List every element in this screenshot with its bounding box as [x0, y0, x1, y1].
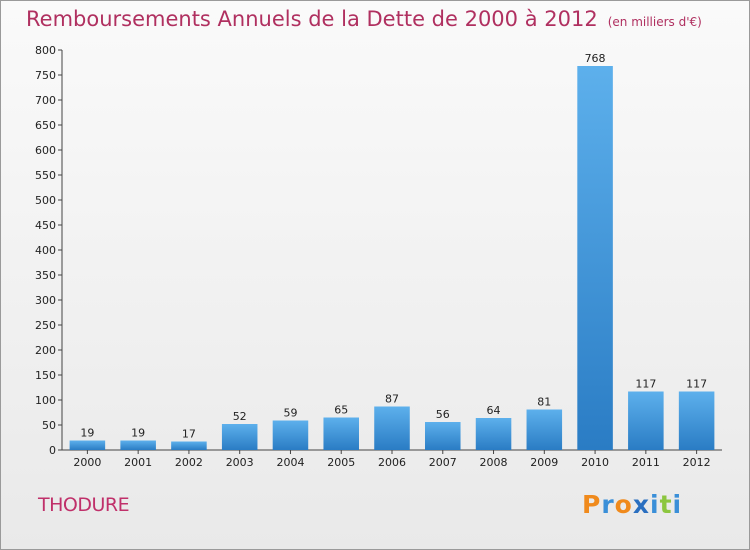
bar-value-label: 52 [233, 410, 247, 423]
bar-value-label: 59 [283, 407, 297, 420]
bar [221, 424, 258, 450]
bar-value-label: 64 [487, 404, 501, 417]
y-tick-label: 0 [49, 444, 56, 457]
y-tick-label: 150 [35, 369, 56, 382]
y-tick-label: 650 [35, 119, 56, 132]
x-tick-label: 2001 [124, 456, 152, 469]
y-tick-label: 350 [35, 269, 56, 282]
y-tick-label: 450 [35, 219, 56, 232]
bar-value-label: 768 [585, 52, 606, 65]
bar [374, 406, 410, 450]
y-tick-label: 250 [35, 319, 56, 332]
y-tick-label: 50 [42, 419, 56, 432]
bar [323, 417, 359, 450]
y-tick-label: 600 [35, 144, 56, 157]
y-tick-label: 750 [35, 69, 56, 82]
bar-value-label: 81 [537, 396, 551, 409]
y-tick-label: 550 [35, 169, 56, 182]
bar-value-label: 87 [385, 393, 399, 406]
bar-value-label: 19 [131, 427, 145, 440]
x-tick-label: 2004 [276, 456, 304, 469]
x-tick-label: 2009 [530, 456, 558, 469]
bar [425, 422, 461, 450]
x-tick-label: 2012 [683, 456, 711, 469]
bar-value-label: 56 [436, 408, 450, 421]
y-tick-label: 100 [35, 394, 56, 407]
bar-value-label: 17 [182, 428, 196, 441]
proxiti-logo[interactable]: Proxiti [582, 490, 682, 519]
y-tick-label: 700 [35, 94, 56, 107]
logo-letter: P [582, 490, 602, 519]
bar-value-label: 117 [635, 378, 656, 391]
y-tick-label: 800 [35, 44, 56, 57]
y-tick-label: 500 [35, 194, 56, 207]
logo-letter: i [672, 490, 683, 519]
bar [272, 420, 309, 450]
x-tick-label: 2006 [378, 456, 406, 469]
chart-unit: (en milliers d'€) [607, 15, 702, 29]
x-tick-label: 2007 [429, 456, 457, 469]
bar [628, 391, 664, 450]
bar [171, 441, 207, 450]
x-tick-label: 2000 [73, 456, 101, 469]
bar [526, 409, 563, 450]
logo-letter: o [614, 490, 633, 519]
bar-value-label: 19 [80, 427, 94, 440]
x-tick-label: 2002 [175, 456, 203, 469]
y-tick-label: 200 [35, 344, 56, 357]
bar [120, 440, 156, 450]
x-tick-label: 2003 [226, 456, 254, 469]
x-tick-label: 2011 [632, 456, 660, 469]
bar-value-label: 117 [686, 378, 707, 391]
bar [577, 66, 613, 450]
logo-letter: x [632, 490, 650, 519]
bar [69, 440, 106, 450]
y-tick-label: 300 [35, 294, 56, 307]
y-tick-label: 400 [35, 244, 56, 257]
logo-letter: i [650, 490, 660, 519]
x-tick-label: 2008 [480, 456, 508, 469]
logo-letter: t [659, 490, 673, 519]
chart-title: Remboursements Annuels de la Dette de 20… [26, 7, 702, 31]
bar [678, 391, 715, 450]
bar-value-label: 65 [334, 404, 348, 417]
bar [475, 418, 512, 450]
commune-name: THODURE [38, 494, 130, 516]
logo-letter: r [601, 490, 615, 519]
chart-title-text: Remboursements Annuels de la Dette de 20… [26, 7, 598, 31]
x-tick-label: 2010 [581, 456, 609, 469]
x-tick-label: 2005 [327, 456, 355, 469]
